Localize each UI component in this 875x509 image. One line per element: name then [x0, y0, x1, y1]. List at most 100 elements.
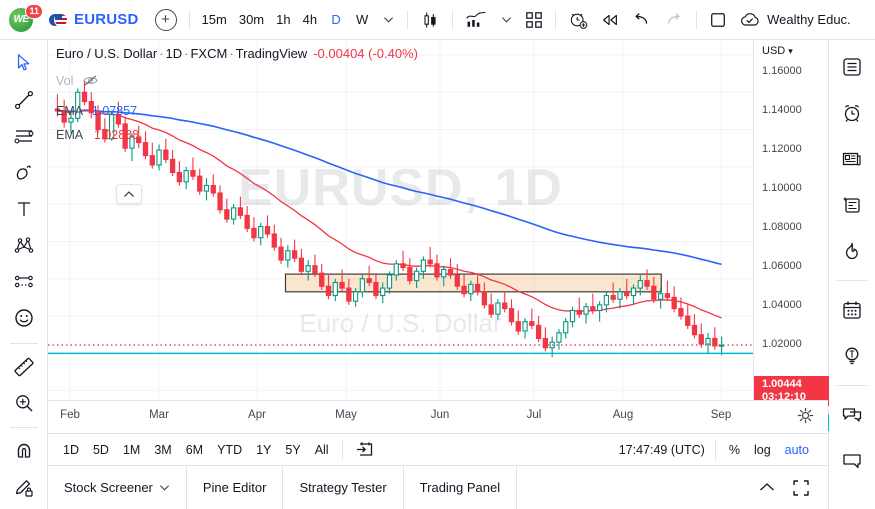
right-sidebar: [828, 40, 875, 509]
eye-off-icon[interactable]: [83, 74, 98, 88]
legend-exchange[interactable]: FXCM: [190, 46, 228, 61]
range-1m[interactable]: 1M: [122, 442, 141, 457]
interval-w[interactable]: W: [355, 12, 369, 27]
time-tick: Mar: [149, 409, 169, 421]
range-all[interactable]: All: [314, 442, 329, 457]
layout-button[interactable]: [519, 6, 549, 34]
private-chat-panel-button[interactable]: [835, 444, 869, 478]
candlestick-icon: [424, 12, 436, 27]
forecast-tool[interactable]: [7, 267, 41, 297]
toolbar-divider: [407, 9, 409, 30]
create-alert-button[interactable]: [562, 6, 594, 34]
time-scale[interactable]: Feb Mar Apr May Jun Jul Aug Sep: [48, 400, 828, 433]
text-tool[interactable]: [7, 194, 41, 224]
interval-1h[interactable]: 1h: [276, 12, 291, 27]
app-logo[interactable]: WE 11: [8, 3, 43, 35]
cloud-status-button[interactable]: [733, 6, 763, 34]
chart-settings-button[interactable]: [797, 407, 814, 424]
calendar-panel-button[interactable]: [835, 293, 869, 327]
indicator-row-ema-slow[interactable]: EMA 1.02888: [56, 128, 139, 142]
chart-plot-area[interactable]: EURUSD, 1D Euro / U.S. Dollar: [48, 40, 753, 400]
interval-more-button[interactable]: [375, 6, 401, 34]
list-document-icon: [843, 58, 861, 76]
indicators-more-button[interactable]: [493, 6, 519, 34]
legend-collapse-button[interactable]: [116, 184, 142, 204]
news-panel-button[interactable]: [835, 142, 869, 176]
cursor-tool[interactable]: [7, 48, 41, 78]
fullscreen-icon: [793, 479, 809, 496]
undo-arrow-icon: [635, 12, 648, 24]
ideas-panel-button[interactable]: [835, 339, 869, 373]
range-3m[interactable]: 3M: [154, 442, 172, 457]
horizontal-lines-tool[interactable]: [7, 121, 41, 151]
legend-title[interactable]: Euro / U.S. Dollar: [56, 46, 158, 61]
fullscreen-button[interactable]: [784, 471, 818, 505]
price-scale-currency[interactable]: USD ▾: [762, 45, 793, 57]
time-tick: Aug: [612, 409, 634, 421]
add-symbol-button[interactable]: +: [149, 6, 183, 34]
interval-d[interactable]: D: [331, 12, 341, 27]
chevron-up-icon: [760, 483, 774, 491]
tab-stock-screener[interactable]: Stock Screener: [48, 465, 187, 509]
emoji-tool[interactable]: [7, 303, 41, 333]
flame-icon: [845, 242, 858, 260]
patterns-tool[interactable]: [7, 230, 41, 260]
interval-30m[interactable]: 30m: [238, 12, 265, 27]
alerts-panel-button[interactable]: [835, 96, 869, 130]
candlestick-canvas: [48, 40, 753, 400]
bar-replay-button[interactable]: [594, 6, 626, 34]
hotlist-panel-button[interactable]: [835, 234, 869, 268]
range-5y[interactable]: 5Y: [285, 442, 301, 457]
watchlist-panel-button[interactable]: [835, 50, 869, 84]
range-ytd[interactable]: YTD: [217, 442, 243, 457]
range-5d[interactable]: 5D: [92, 442, 109, 457]
chart-style-button[interactable]: [414, 6, 446, 34]
indicators-icon: [466, 11, 486, 27]
undo-button[interactable]: [626, 6, 658, 34]
indicators-button[interactable]: [459, 6, 493, 34]
auto-scale-toggle[interactable]: auto: [784, 442, 809, 457]
zoom-tool[interactable]: [7, 388, 41, 418]
measure-tool[interactable]: [7, 351, 41, 381]
range-1y[interactable]: 1Y: [256, 442, 272, 457]
plus-circle-icon: +: [154, 8, 177, 31]
log-scale-toggle[interactable]: log: [753, 442, 771, 457]
grid-layout-icon: [526, 11, 542, 28]
interval-4h[interactable]: 4h: [302, 12, 318, 27]
trend-line-tool[interactable]: [7, 84, 41, 114]
legend-interval[interactable]: 1D: [165, 46, 183, 61]
timeframe-bar: 1D 5D 1M 3M 6M YTD 1Y 5Y All 17:47:49 (U…: [48, 433, 828, 465]
range-1d[interactable]: 1D: [63, 442, 79, 457]
brush-tool[interactable]: [7, 157, 41, 187]
notification-badge[interactable]: 11: [25, 3, 43, 19]
chevron-down-icon: ▾: [788, 46, 793, 56]
redo-button[interactable]: [658, 6, 690, 34]
pencil-lock-icon: [15, 479, 33, 497]
tab-pine-editor[interactable]: Pine Editor: [187, 465, 284, 509]
percent-scale-toggle[interactable]: %: [728, 442, 740, 457]
toolbar-separator: [9, 427, 38, 429]
drawing-lock-tool[interactable]: [7, 473, 41, 503]
tab-strategy-tester[interactable]: Strategy Tester: [283, 465, 404, 509]
interval-15m[interactable]: 15m: [201, 12, 227, 27]
alarm-clock-add-icon: [570, 13, 588, 29]
tab-trading-panel[interactable]: Trading Panel: [404, 465, 518, 509]
legend-change: -0.00404 (-0.40%): [313, 46, 418, 61]
save-layout-button[interactable]: [703, 6, 733, 34]
indicator-value: 1.07857: [91, 104, 138, 118]
range-6m[interactable]: 6M: [185, 442, 204, 457]
price-scale[interactable]: USD ▾ 1.16000 1.14000 1.12000 1.10000 1.…: [753, 40, 829, 442]
public-chat-panel-button[interactable]: [835, 398, 869, 432]
sidebar-separator: [837, 385, 867, 386]
indicator-row-vol[interactable]: Vol: [56, 74, 98, 88]
toolbar-divider: [555, 9, 557, 30]
magnet-tool[interactable]: [7, 436, 41, 466]
data-window-panel-button[interactable]: [835, 188, 869, 222]
lightbulb-icon: [845, 347, 859, 365]
currency-label: USD: [762, 45, 786, 57]
panel-collapse-button[interactable]: [750, 471, 784, 505]
indicator-value: 1.02888: [93, 128, 140, 142]
indicator-row-ema-fast[interactable]: EMA 1.07857: [56, 104, 137, 118]
goto-date-button[interactable]: [349, 438, 381, 461]
symbol-ticker[interactable]: EURUSD: [74, 11, 139, 28]
